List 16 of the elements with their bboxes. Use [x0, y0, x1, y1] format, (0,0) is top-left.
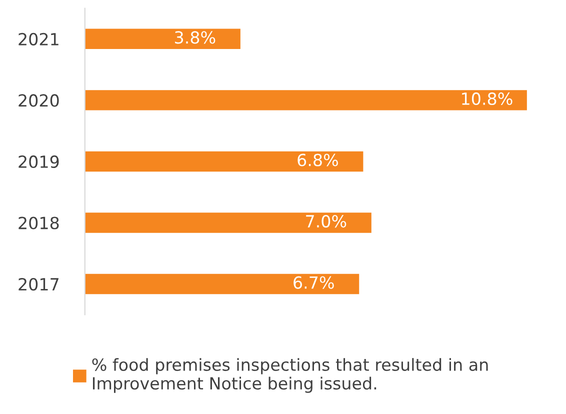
- bar: [84, 28, 240, 50]
- y-tick-label: 2021: [18, 32, 58, 46]
- y-tick-label: 2019: [18, 155, 59, 168]
- y-tick-label: 2018: [18, 216, 59, 230]
- bar: [84, 212, 372, 233]
- y-tick-label: 2017: [18, 278, 58, 291]
- bar: [84, 151, 364, 172]
- data-label: 10.8%: [462, 92, 512, 106]
- bar: [84, 90, 527, 110]
- bar: [84, 274, 360, 294]
- data-label: 6.8%: [298, 154, 338, 166]
- data-label: 7.0%: [306, 214, 346, 228]
- data-label: 3.8%: [175, 31, 216, 44]
- y-tick-label: 2020: [18, 94, 59, 107]
- legend-label: % food premises inspections that resulted in an Improvement Notice being issued.: [92, 358, 488, 393]
- data-label: 6.7%: [294, 276, 334, 289]
